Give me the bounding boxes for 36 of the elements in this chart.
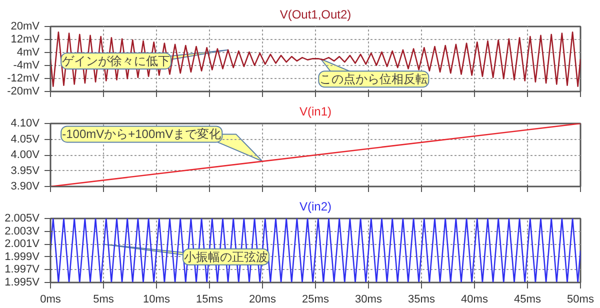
x-tick-label: 5ms (93, 294, 114, 306)
line-series (50, 32, 580, 87)
y-tick-label: -20mV (7, 86, 40, 98)
annotation: ゲインが徐々に低下 (62, 54, 170, 68)
x-tick-label: 45ms (514, 294, 542, 306)
x-tick-label: 10ms (143, 294, 170, 306)
y-tick-label: -12mV (7, 72, 40, 84)
y-tick-label: 20mV (10, 20, 40, 32)
y-tick-label: 4.00V (10, 149, 40, 161)
annotation: この点から位相反転 (320, 72, 428, 86)
y-tick-label: 1.995V (4, 276, 40, 288)
y-tick-label: 1.997V (4, 264, 40, 276)
text: V(in1) (299, 104, 332, 118)
x-tick-label: 40ms (461, 294, 488, 306)
annotation: -100mVから+100mVまで変化 (62, 127, 222, 142)
x-tick-label: 35ms (408, 294, 436, 306)
y-tick-label: 3.90V (10, 180, 40, 192)
y-tick-label: 2.005V (4, 212, 40, 224)
y-tick-label: 1.999V (4, 250, 40, 263)
y-tick-label: -4mV (13, 60, 40, 72)
y-tick-label: 4.10V (10, 118, 40, 130)
x-tick-label: 50ms (567, 294, 594, 306)
series-label: V(in2) (299, 200, 332, 214)
text: V(Out1,Out2) (280, 8, 352, 22)
x-tick-label: 15ms (196, 294, 224, 306)
y-tick-label: 4mV (16, 46, 40, 58)
annotation: 小振幅の正弦波 (184, 250, 268, 264)
y-tick-label: 2.003V (4, 225, 40, 238)
y-tick-label: 3.95V (10, 164, 40, 177)
x-tick-label: 25ms (302, 294, 330, 306)
x-tick-label: 0ms (40, 294, 62, 306)
y-tick-label: 12mV (10, 34, 40, 46)
x-tick-label: 20ms (249, 294, 276, 306)
x-tick-label: 30ms (355, 294, 382, 306)
y-tick-label: 2.001V (4, 238, 40, 250)
y-tick-label: 4.05V (10, 133, 40, 146)
